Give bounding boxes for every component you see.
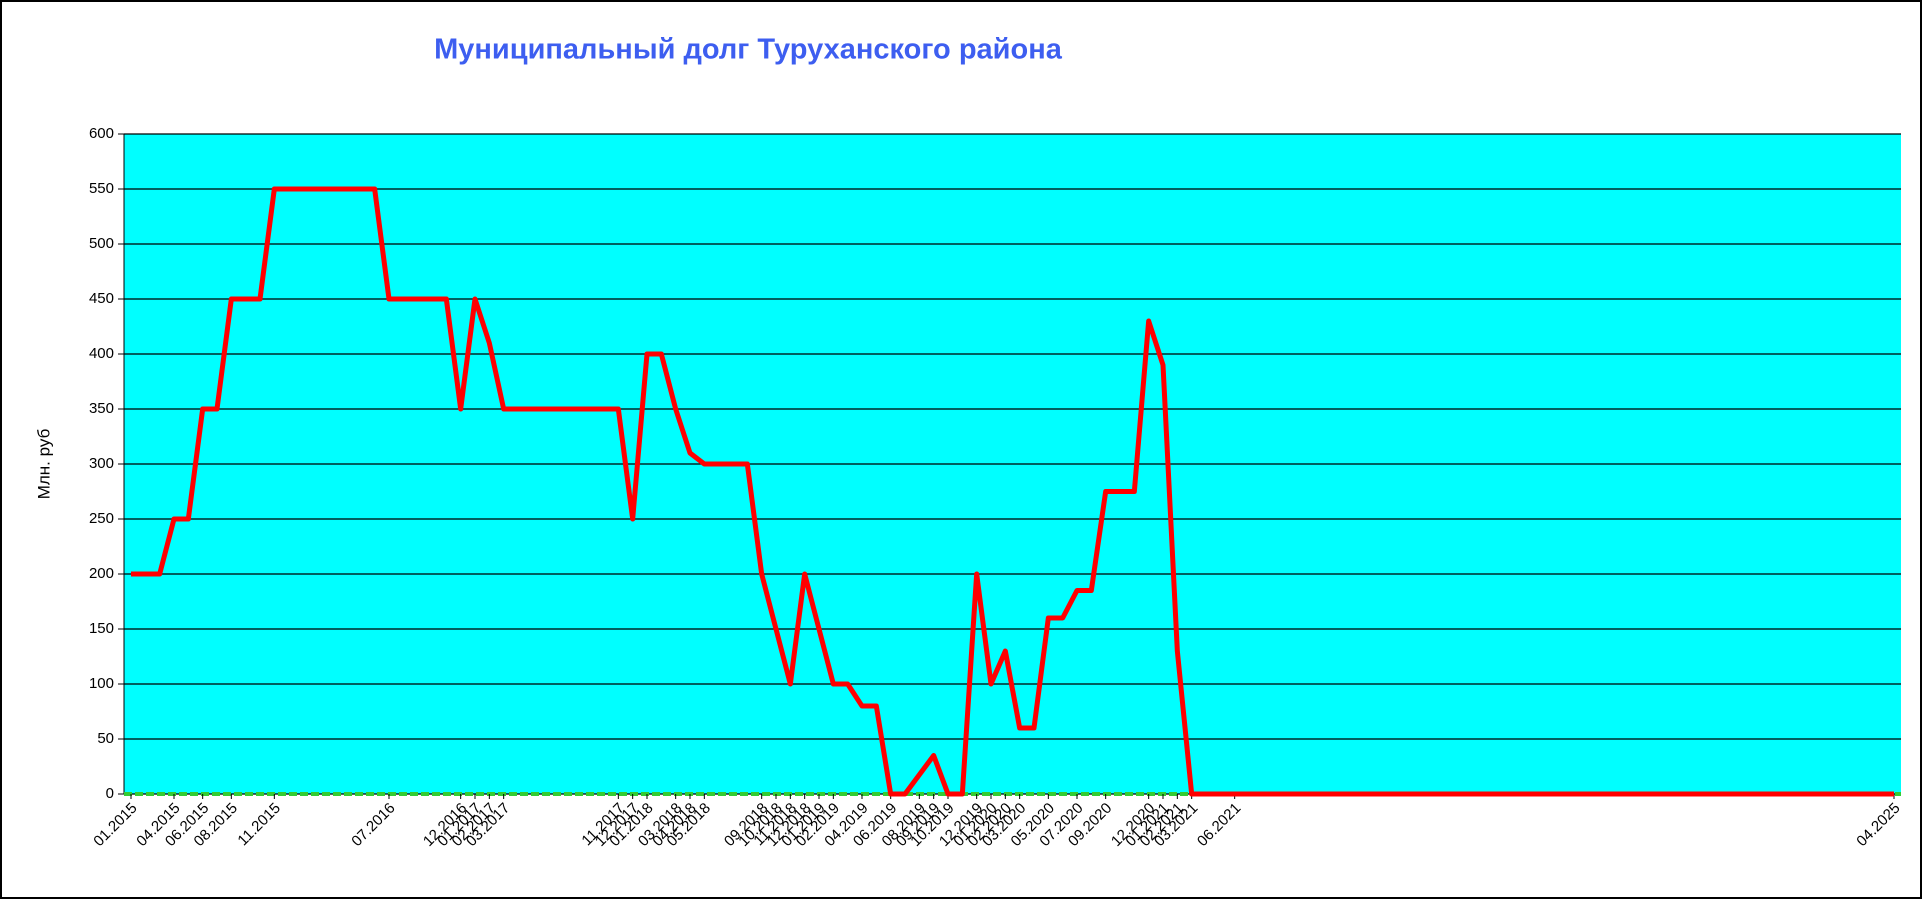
y-tick-label: 500	[89, 235, 114, 252]
y-tick-label: 600	[89, 125, 114, 142]
chart-title: Муниципальный долг Туруханского района	[434, 34, 1063, 66]
y-tick-label: 250	[89, 510, 114, 527]
y-axis-label: Млн. руб	[34, 428, 53, 499]
y-tick-label: 100	[89, 675, 114, 692]
y-tick-label: 200	[89, 565, 114, 582]
y-tick-label: 350	[89, 400, 114, 417]
y-tick-label: 0	[106, 785, 114, 802]
y-tick-label: 450	[89, 290, 114, 307]
data-line	[131, 186, 1894, 797]
y-tick-label: 50	[97, 730, 114, 747]
y-tick-label: 400	[89, 345, 114, 362]
y-tick-label: 550	[89, 180, 114, 197]
y-tick-label: 150	[89, 620, 114, 637]
y-tick-label: 300	[89, 455, 114, 472]
